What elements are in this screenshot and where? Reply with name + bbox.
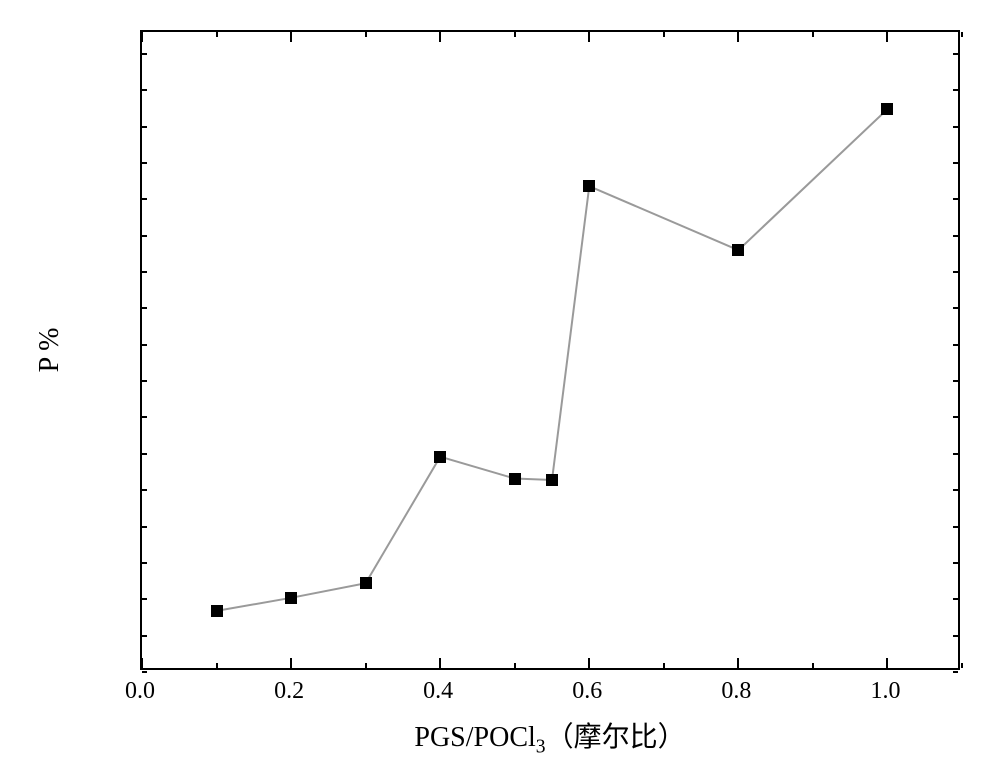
x-tick-major — [886, 658, 888, 668]
x-tick-major — [886, 32, 888, 42]
x-tick-major — [737, 32, 739, 42]
x-tick-major — [737, 658, 739, 668]
y-tick-minor — [953, 126, 958, 128]
y-tick-minor — [953, 671, 958, 673]
x-tick-minor — [663, 663, 665, 668]
y-tick-minor — [142, 671, 147, 673]
y-tick-minor — [142, 489, 147, 491]
y-tick-minor — [953, 489, 958, 491]
x-tick-label: 0.4 — [423, 678, 453, 705]
y-tick-minor — [142, 380, 147, 382]
x-tick-major — [290, 32, 292, 42]
y-tick-minor — [142, 416, 147, 418]
y-tick-minor — [142, 89, 147, 91]
series-line — [142, 32, 962, 672]
x-axis-label: PGS/POCl3（摩尔比） — [414, 715, 685, 759]
y-tick-minor — [142, 162, 147, 164]
y-tick-minor — [953, 162, 958, 164]
x-tick-minor — [961, 32, 963, 37]
y-tick-minor — [142, 526, 147, 528]
y-tick-minor — [953, 53, 958, 55]
x-tick-major — [439, 32, 441, 42]
x-tick-major — [141, 32, 143, 42]
x-tick-minor — [663, 32, 665, 37]
x-tick-label: 1.0 — [870, 678, 900, 705]
y-tick-minor — [142, 598, 147, 600]
y-tick-minor — [953, 271, 958, 273]
plot-area — [140, 30, 960, 670]
x-tick-minor — [812, 32, 814, 37]
x-tick-major — [439, 658, 441, 668]
y-tick-minor — [142, 198, 147, 200]
data-marker — [732, 244, 744, 256]
y-tick-minor — [142, 126, 147, 128]
y-tick-minor — [953, 235, 958, 237]
data-marker — [360, 577, 372, 589]
y-tick-minor — [953, 453, 958, 455]
x-tick-minor — [365, 32, 367, 37]
x-tick-major — [290, 658, 292, 668]
x-tick-minor — [216, 663, 218, 668]
data-marker — [583, 180, 595, 192]
y-tick-minor — [953, 307, 958, 309]
y-axis-label: P % — [34, 328, 66, 373]
y-tick-minor — [142, 635, 147, 637]
y-tick-minor — [953, 635, 958, 637]
y-tick-minor — [953, 198, 958, 200]
y-tick-minor — [953, 562, 958, 564]
data-marker — [546, 474, 558, 486]
y-tick-minor — [953, 89, 958, 91]
x-tick-label: 0.0 — [125, 678, 155, 705]
y-tick-minor — [142, 562, 147, 564]
y-tick-minor — [953, 526, 958, 528]
y-tick-minor — [953, 380, 958, 382]
x-tick-major — [141, 658, 143, 668]
x-tick-major — [588, 658, 590, 668]
y-tick-minor — [953, 598, 958, 600]
chart-container: P % PGS/POCl3（摩尔比） 0.0 0.2 0.4 0.6 0.8 1.0 — [0, 0, 1000, 771]
data-marker — [881, 103, 893, 115]
y-tick-minor — [142, 271, 147, 273]
data-marker — [509, 473, 521, 485]
x-tick-major — [588, 32, 590, 42]
y-tick-minor — [953, 344, 958, 346]
x-tick-minor — [216, 32, 218, 37]
x-tick-minor — [961, 663, 963, 668]
y-tick-minor — [142, 307, 147, 309]
x-tick-label: 0.8 — [721, 678, 751, 705]
x-tick-label: 0.2 — [274, 678, 304, 705]
y-tick-minor — [142, 235, 147, 237]
y-tick-minor — [142, 53, 147, 55]
data-marker — [285, 592, 297, 604]
data-marker — [434, 451, 446, 463]
data-marker — [211, 605, 223, 617]
x-tick-minor — [514, 32, 516, 37]
y-tick-minor — [142, 344, 147, 346]
x-tick-minor — [365, 663, 367, 668]
y-tick-minor — [142, 453, 147, 455]
x-tick-minor — [514, 663, 516, 668]
x-tick-label: 0.6 — [572, 678, 602, 705]
x-tick-minor — [812, 663, 814, 668]
y-tick-minor — [953, 416, 958, 418]
